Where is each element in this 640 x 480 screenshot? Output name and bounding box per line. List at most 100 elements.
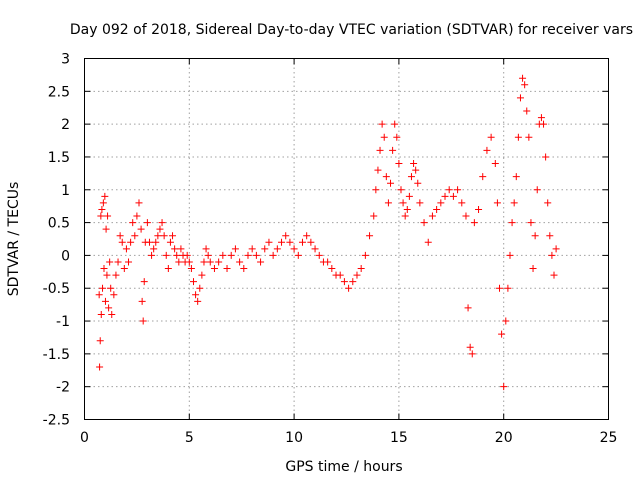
data-point — [525, 133, 533, 141]
data-point — [269, 251, 277, 259]
data-point — [261, 245, 269, 253]
data-point — [496, 284, 504, 292]
data-point — [537, 114, 545, 122]
data-point — [97, 310, 105, 318]
data-point — [493, 199, 501, 207]
data-point — [236, 258, 244, 266]
data-point — [100, 265, 108, 273]
data-point — [324, 258, 332, 266]
data-point — [219, 251, 227, 259]
data-point — [403, 205, 411, 213]
data-point — [196, 284, 204, 292]
data-point — [540, 120, 548, 128]
data-point — [395, 160, 403, 168]
data-point — [504, 284, 512, 292]
data-point — [202, 245, 210, 253]
data-point — [112, 271, 120, 279]
data-point — [244, 251, 252, 259]
data-point — [156, 225, 164, 233]
data-point — [433, 205, 441, 213]
x-tick-label: 0 — [80, 430, 89, 446]
data-point — [340, 278, 348, 286]
data-point — [248, 245, 256, 253]
data-point — [533, 186, 541, 194]
data-point — [95, 291, 103, 299]
data-point — [328, 265, 336, 273]
data-point — [154, 232, 162, 240]
y-tick-label: -0.5 — [43, 281, 70, 297]
chart-title: Day 092 of 2018, Sidereal Day-to-day VTE… — [70, 22, 633, 38]
data-point — [303, 232, 311, 240]
data-point — [125, 258, 133, 266]
data-point — [160, 232, 168, 240]
data-point — [428, 212, 436, 220]
data-point — [387, 179, 395, 187]
y-tick-label: -2.5 — [43, 413, 70, 429]
data-point — [99, 199, 107, 207]
data-point — [173, 251, 181, 259]
data-point — [183, 251, 191, 259]
data-point — [378, 120, 386, 128]
data-point — [252, 251, 260, 259]
data-point — [108, 310, 116, 318]
data-point — [194, 297, 202, 305]
data-point — [544, 199, 552, 207]
data-point — [135, 199, 143, 207]
data-point — [519, 74, 527, 82]
data-point — [116, 232, 124, 240]
data-point — [171, 245, 179, 253]
data-point — [307, 238, 315, 246]
data-point — [384, 199, 392, 207]
data-point — [290, 245, 298, 253]
data-point — [361, 251, 369, 259]
data-point — [189, 278, 197, 286]
data-point — [265, 238, 273, 246]
y-tick-label: 1 — [61, 183, 70, 199]
data-point — [514, 133, 522, 141]
data-point — [441, 192, 449, 200]
data-point — [498, 330, 506, 338]
data-point — [102, 225, 110, 233]
data-point — [101, 192, 109, 200]
data-point — [516, 94, 524, 102]
data-point — [510, 199, 518, 207]
data-point — [399, 199, 407, 207]
data-point — [131, 232, 139, 240]
data-point — [169, 232, 177, 240]
data-point — [466, 343, 474, 351]
data-point — [150, 245, 158, 253]
data-point — [273, 245, 281, 253]
data-point — [162, 251, 170, 259]
data-point — [529, 265, 537, 273]
data-point — [410, 160, 418, 168]
data-point — [187, 265, 195, 273]
data-point — [508, 219, 516, 227]
data-point — [105, 304, 113, 312]
data-point — [389, 146, 397, 154]
y-tick-label: 2 — [61, 117, 70, 133]
data-point — [521, 81, 529, 89]
data-point — [206, 258, 214, 266]
data-point — [353, 271, 361, 279]
data-point — [424, 238, 432, 246]
x-tick-label: 25 — [600, 430, 618, 446]
data-point — [127, 238, 135, 246]
data-point — [231, 245, 239, 253]
data-point — [374, 166, 382, 174]
data-point — [103, 271, 111, 279]
data-point — [420, 219, 428, 227]
plot-frame — [84, 58, 609, 420]
data-point — [98, 205, 106, 213]
data-point — [345, 284, 353, 292]
data-point — [101, 297, 109, 305]
data-point — [357, 265, 365, 273]
data-point — [311, 245, 319, 253]
data-point — [286, 238, 294, 246]
data-point — [527, 219, 535, 227]
data-point — [475, 205, 483, 213]
data-point — [491, 160, 499, 168]
data-point — [257, 258, 265, 266]
y-tick-label: 2.5 — [48, 84, 70, 100]
data-point — [479, 173, 487, 181]
